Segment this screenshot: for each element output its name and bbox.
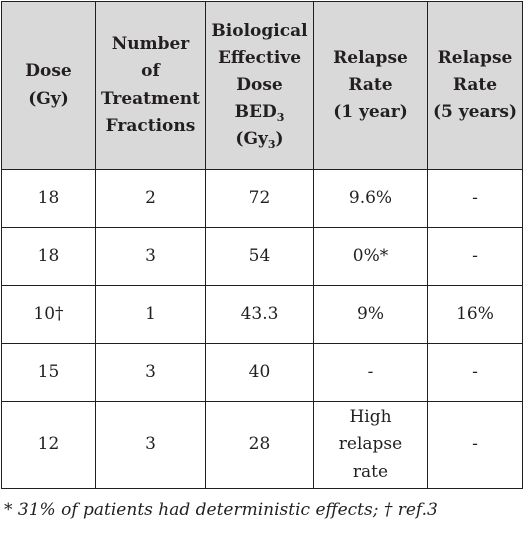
header-relapse-5yr-line1: Relapse <box>437 47 513 68</box>
header-relapse-5yr: Relapse Rate (5 years) <box>427 1 523 170</box>
header-bed: Biological Effective Dose BED3 (Gy3) <box>205 1 314 170</box>
cell-fractions: 3 <box>95 343 206 402</box>
table-row: 10† 1 43.3 9% 16% <box>1 285 523 344</box>
cell-bed: 28 <box>205 401 314 489</box>
cell-relapse-5yr: - <box>427 227 523 286</box>
table-row: 15 3 40 - - <box>1 343 523 402</box>
cell-relapse-1yr: 0%* <box>313 227 428 286</box>
header-fractions-line2: of <box>141 61 160 82</box>
header-bed-line1: Biological <box>211 20 308 41</box>
table-row: 18 3 54 0%* - <box>1 227 523 286</box>
cell-dose: 10† <box>1 285 96 344</box>
cell-relapse-1yr: 9% <box>313 285 428 344</box>
table-row: 12 3 28 High relapse rate - <box>1 401 523 489</box>
cell-fractions: 1 <box>95 285 206 344</box>
header-bed-unit: (Gy3) <box>206 126 313 153</box>
cell-fractions: 3 <box>95 401 206 489</box>
cell-bed: 43.3 <box>205 285 314 344</box>
header-bed-label: BED <box>234 102 277 123</box>
header-bed-line2: Effective <box>217 47 302 68</box>
header-relapse-1yr-line1: Relapse <box>333 47 408 68</box>
header-dose: Dose (Gy) <box>1 1 96 170</box>
cell-relapse-1yr: 9.6% <box>313 169 428 228</box>
cell-dose: 18 <box>1 169 96 228</box>
header-bed-subscript: 3 <box>276 111 285 125</box>
cell-relapse-5yr: - <box>427 169 523 228</box>
header-bed-line3: Dose <box>236 74 283 95</box>
cell-bed: 54 <box>205 227 314 286</box>
cell-relapse-5yr: - <box>427 343 523 402</box>
header-dose-line2: (Gy) <box>28 88 69 109</box>
header-relapse-5yr-line2: Rate <box>452 74 498 95</box>
cell-relapse-1yr-line3: rate <box>352 461 389 482</box>
cell-relapse-1yr: - <box>313 343 428 402</box>
cell-relapse-5yr: 16% <box>427 285 523 344</box>
cell-relapse-1yr-line2: relapse <box>338 434 403 455</box>
cell-dose: 15 <box>1 343 96 402</box>
header-dose-line1: Dose <box>25 61 72 82</box>
header-row: Dose (Gy) Number of Treatment Fractions … <box>1 1 523 170</box>
header-fractions: Number of Treatment Fractions <box>95 1 206 170</box>
cell-dose: 18 <box>1 227 96 286</box>
header-fractions-line4: Fractions <box>105 115 196 136</box>
header-fractions-line1: Number <box>111 34 190 55</box>
dose-table-wrapper: Dose (Gy) Number of Treatment Fractions … <box>1 1 523 489</box>
cell-fractions: 3 <box>95 227 206 286</box>
header-bed-unit-open: (Gy <box>235 129 268 150</box>
table-footnote: * 31% of patients had deterministic effe… <box>4 500 438 520</box>
header-bed-unit-close: ) <box>275 129 284 150</box>
dose-relapse-table: Dose (Gy) Number of Treatment Fractions … <box>1 1 523 489</box>
header-relapse-1yr: Relapse Rate (1 year) <box>313 1 428 170</box>
header-relapse-1yr-line2: Rate <box>348 74 393 95</box>
table-row: 18 2 72 9.6% - <box>1 169 523 228</box>
cell-relapse-1yr-line1: High <box>349 407 392 428</box>
header-relapse-1yr-line3: (1 year) <box>333 102 408 123</box>
cell-dose: 12 <box>1 401 96 489</box>
cell-relapse-5yr: - <box>427 401 523 489</box>
header-relapse-5yr-line3: (5 years) <box>432 102 518 123</box>
cell-fractions: 2 <box>95 169 206 228</box>
cell-relapse-1yr: High relapse rate <box>313 401 428 489</box>
cell-bed: 40 <box>205 343 314 402</box>
header-fractions-line3: Treatment <box>100 88 201 109</box>
header-bed-unit-subscript: 3 <box>267 138 276 152</box>
cell-bed: 72 <box>205 169 314 228</box>
header-bed-symbol: BED3 <box>206 99 313 126</box>
